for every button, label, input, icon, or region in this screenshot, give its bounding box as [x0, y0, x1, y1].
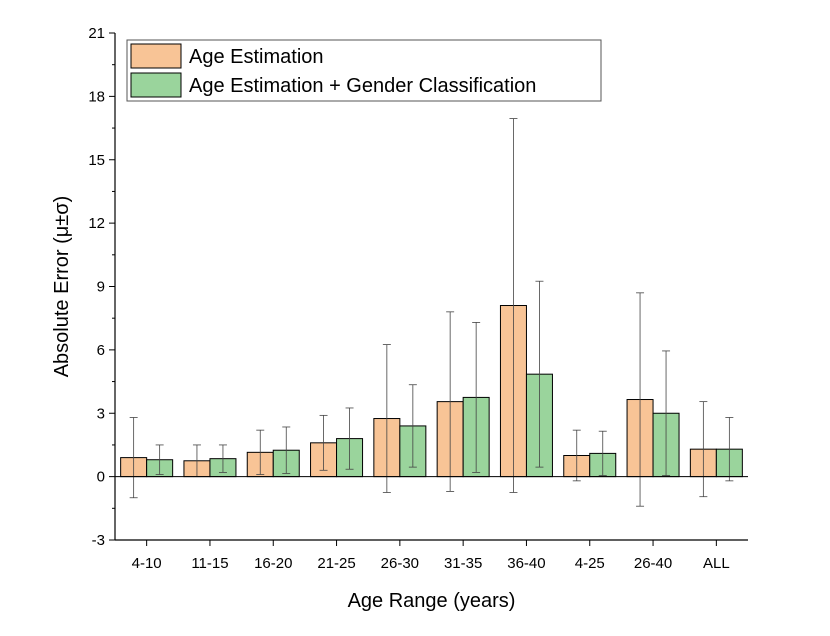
- error-bar-age-4-25: [572, 429, 581, 482]
- x-tick-label: 21-25: [317, 555, 355, 572]
- legend-label-age-gender: Age Estimation + Gender Classification: [189, 75, 536, 97]
- x-tick-label: 26-40: [634, 555, 672, 572]
- error-bar-age-26-40: [636, 292, 645, 507]
- legend-box: [126, 39, 602, 102]
- error-bar-age-gender-31-35: [472, 322, 481, 473]
- y-axis-title: Absolute Error (μ±σ): [51, 196, 73, 378]
- legend-label-age: Age Estimation: [189, 46, 324, 68]
- error-bar-age-21-25: [319, 414, 328, 471]
- error-bar-age-gender-ALL: [725, 417, 734, 482]
- y-tick-label: 3: [97, 405, 105, 422]
- x-tick-label: 36-40: [507, 555, 545, 572]
- error-bar-age-36-40: [509, 118, 518, 493]
- error-bar-age-gender-16-20: [282, 426, 291, 474]
- error-bar-age-gender-26-30: [408, 384, 417, 468]
- x-tick-label: 26-30: [381, 555, 419, 572]
- y-tick-label: 0: [97, 469, 105, 486]
- x-tick-label: 4-10: [132, 555, 162, 572]
- x-tick-label: ALL: [703, 555, 730, 572]
- error-bar-age-gender-36-40: [535, 280, 544, 468]
- error-bar-age-31-35: [446, 311, 455, 492]
- legend-swatch-age: [130, 43, 182, 69]
- error-bar-age-gender-4-25: [598, 430, 607, 476]
- legend: Age Estimation Age Estimation + Gender Cl…: [126, 39, 602, 102]
- error-bar-age-4-10: [129, 417, 138, 499]
- error-bar-age-gender-21-25: [345, 407, 354, 470]
- x-axis-title: Age Range (years): [348, 590, 516, 612]
- y-tick-label: 6: [97, 342, 105, 359]
- error-bar-age-gender-11-15: [218, 444, 227, 473]
- x-tick-label: 31-35: [444, 555, 482, 572]
- error-bar-age-gender-4-10: [155, 444, 164, 475]
- legend-swatch-age-gender: [130, 72, 182, 98]
- y-tick-label: 18: [88, 88, 105, 105]
- y-tick-label: 9: [97, 279, 105, 296]
- x-tick-label: 4-25: [575, 555, 605, 572]
- error-bar-age-ALL: [699, 401, 708, 498]
- y-tick-label: 21: [88, 25, 105, 42]
- error-bar-age-26-30: [382, 344, 391, 493]
- y-tick-label: 12: [88, 215, 105, 232]
- x-tick-label: 11-15: [191, 555, 228, 572]
- error-bar-age-gender-26-40: [662, 350, 671, 476]
- y-tick-label: 15: [88, 152, 105, 169]
- y-tick-label: -3: [92, 532, 105, 549]
- error-bar-age-16-20: [256, 429, 265, 475]
- x-tick-label: 16-20: [254, 555, 292, 572]
